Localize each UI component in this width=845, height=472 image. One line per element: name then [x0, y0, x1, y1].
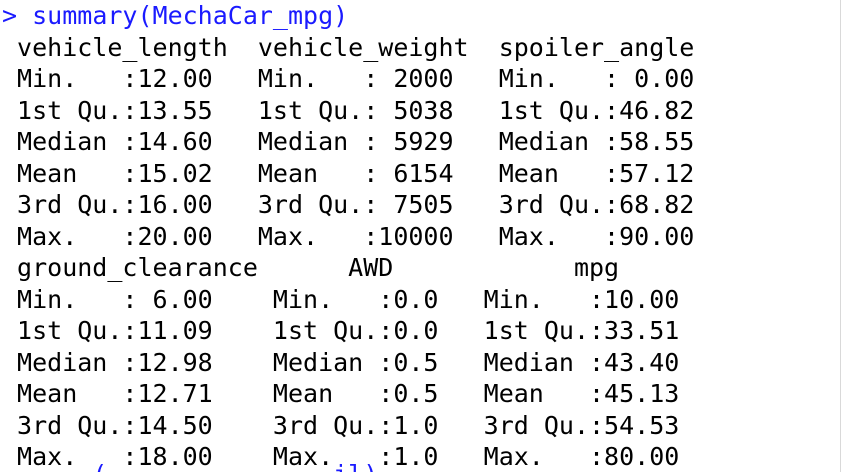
- output-line: 1st Qu.:13.55 1st Qu.: 5038 1st Qu.:46.8…: [2, 95, 695, 125]
- output-line: Min. :12.00 Min. : 2000 Min. : 0.00: [2, 64, 695, 93]
- console-prompt: >: [2, 1, 33, 30]
- output-line: vehicle_length vehicle_weight spoiler_an…: [2, 32, 695, 62]
- output-line: Max. :20.00 Max. :10000 Max. :90.00: [2, 221, 695, 251]
- cut-off-line: ( il): [2, 459, 378, 472]
- pane-divider: [840, 0, 841, 472]
- output-line: Mean :12.71 Mean :0.5 Mean :45.13: [2, 379, 680, 408]
- command-line: > summary(MechaCar_mpg): [2, 0, 845, 32]
- output-line: Min. : 6.00 Min. :0.0 Min. :10.00: [2, 284, 680, 314]
- output-line: Max. :18.00 Max. :1.0 Max. :80.00: [2, 442, 680, 471]
- output-line: Median :14.60 Median : 5929 Median :58.5…: [2, 127, 695, 156]
- output-line: 1st Qu.:11.09 1st Qu.:0.0 1st Qu.:33.51: [2, 316, 680, 345]
- output-line: Mean :15.02 Mean : 6154 Mean :57.12: [2, 158, 695, 188]
- output-line: 3rd Qu.:14.50 3rd Qu.:1.0 3rd Qu.:54.53: [2, 410, 680, 440]
- output-line: ground_clearance AWD mpg: [2, 253, 620, 282]
- output-line: Median :12.98 Median :0.5 Median :43.40: [2, 347, 680, 377]
- console-command: summary(MechaCar_mpg): [32, 1, 349, 30]
- output-line: 3rd Qu.:16.00 3rd Qu.: 7505 3rd Qu.:68.8…: [2, 190, 695, 219]
